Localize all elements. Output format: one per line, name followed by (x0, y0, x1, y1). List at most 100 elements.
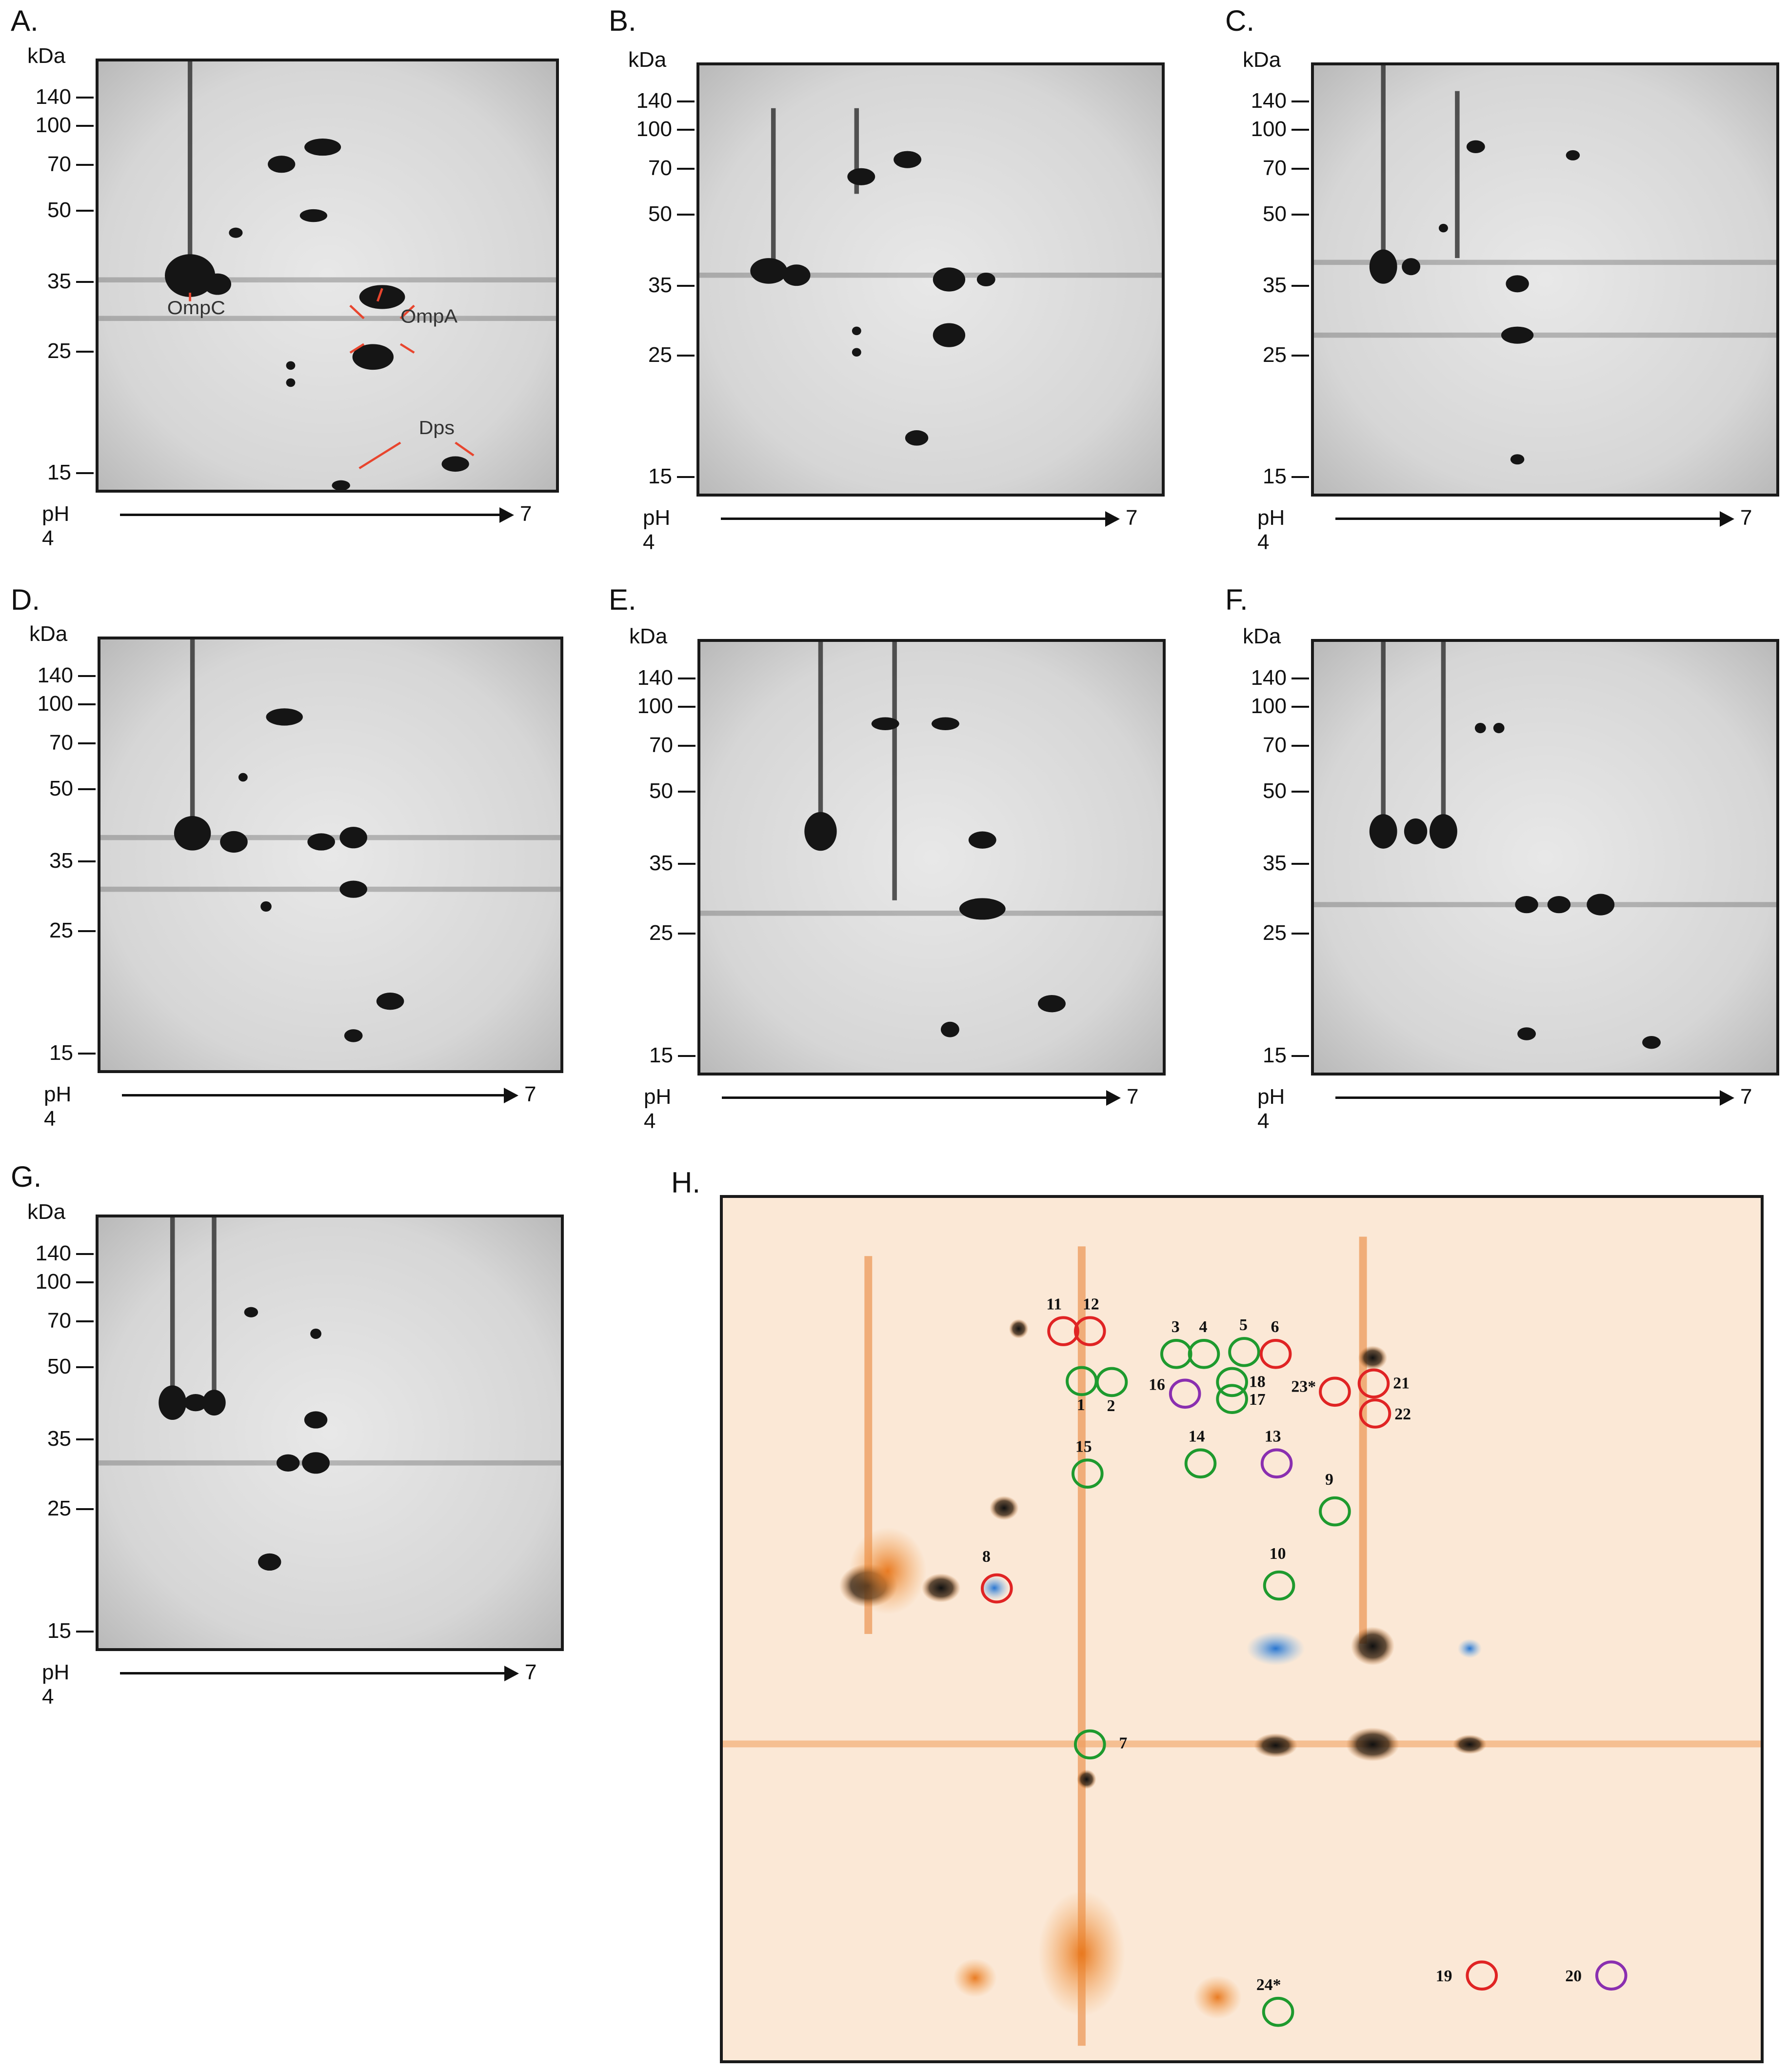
protein-spot (304, 139, 341, 156)
kda-tick-mark (1291, 791, 1309, 793)
kda-tick-label: 25 (1263, 342, 1287, 367)
protein-spot (286, 378, 296, 387)
arrow-head-icon (1106, 1090, 1121, 1106)
protein-spot (344, 1029, 363, 1042)
kda-tick-mark (76, 1630, 94, 1633)
protein-spot (1402, 258, 1421, 276)
ph-axis-end: 7 (525, 1660, 537, 1684)
overlay-blob (849, 1527, 927, 1615)
kda-tick-label: 100 (1251, 117, 1287, 141)
2d-gel-image (1311, 639, 1779, 1076)
protein-spot (203, 273, 232, 295)
horizontal-band (1314, 332, 1776, 338)
spot-number-label: 14 (1189, 1428, 1205, 1446)
protein-spot (1474, 723, 1486, 734)
protein-spot (1038, 995, 1066, 1013)
protein-spot (258, 1553, 281, 1571)
protein-spot (1547, 896, 1571, 914)
kda-tick-label: 70 (1263, 733, 1287, 757)
protein-spot (266, 708, 303, 726)
kda-tick-mark (1291, 1055, 1309, 1057)
kda-tick-mark (677, 168, 695, 170)
panel-label: A. (11, 4, 39, 37)
kda-tick-label: 140 (1251, 665, 1287, 690)
kda-tick-label: 100 (637, 694, 673, 718)
overlay-blob (1009, 1319, 1029, 1339)
kda-tick-label: 70 (47, 152, 71, 177)
kda-tick-mark (1291, 213, 1309, 216)
kda-tick-label: 100 (37, 691, 73, 716)
kda-tick-label: 15 (1263, 1043, 1287, 1067)
vertical-streak (212, 1217, 217, 1403)
spot-number-label: 3 (1172, 1318, 1180, 1336)
kda-tick-label: 140 (1251, 89, 1287, 113)
kda-tick-label: 15 (49, 1040, 73, 1065)
annotation-pointer-line (399, 304, 415, 319)
horizontal-band (100, 886, 560, 892)
protein-spot (244, 1307, 258, 1317)
kda-tick-mark (76, 209, 94, 212)
protein-spot (310, 1328, 321, 1339)
panel-label: D. (11, 583, 40, 616)
protein-spot (1404, 818, 1428, 845)
spot-number-label: 13 (1265, 1428, 1281, 1446)
kda-tick-label: 35 (1263, 273, 1287, 298)
spot-number-label: 1 (1077, 1396, 1085, 1414)
ph-axis-label: pH 4 (42, 1660, 70, 1709)
gel-spots-svg (100, 639, 560, 1042)
ph-axis-end: 7 (520, 502, 532, 526)
protein-spot (1566, 150, 1580, 160)
panel-label: C. (1225, 4, 1254, 37)
kda-tick-label: 15 (649, 1043, 673, 1067)
kda-tick-mark (76, 1508, 94, 1511)
ph-gradient-arrow (120, 1672, 505, 1674)
protein-spot (1515, 896, 1538, 914)
kda-tick-mark (76, 472, 94, 474)
kda-tick-label: 15 (47, 1618, 71, 1643)
kda-tick-mark (1291, 168, 1309, 170)
spot-number-label: 2 (1107, 1397, 1115, 1415)
kda-tick-label: 100 (636, 117, 672, 141)
kda-tick-mark (677, 128, 695, 131)
kda-axis-unit: kDa (27, 1200, 66, 1224)
kda-tick-mark (76, 350, 94, 353)
protein-spot (1510, 454, 1525, 465)
ph-axis-label: pH 4 (643, 506, 671, 554)
annotation-pointer-line (376, 288, 383, 302)
vertical-streak (1381, 642, 1386, 832)
2d-gel-image (697, 639, 1166, 1076)
arrow-head-icon (1105, 511, 1120, 527)
kda-tick-label: 140 (636, 89, 672, 113)
spot-number-label: 6 (1271, 1318, 1279, 1336)
annotation-pointer-line (399, 343, 415, 354)
horizontal-band (99, 316, 556, 321)
protein-annotation-label: OmpC (167, 298, 225, 319)
gel-spots-svg (1314, 65, 1776, 465)
protein-spot (976, 272, 995, 287)
protein-spot (220, 831, 248, 853)
protein-spot (750, 258, 788, 284)
kda-tick-label: 70 (649, 733, 673, 757)
protein-spot (1501, 326, 1534, 344)
spot-ring-22 (1359, 1398, 1391, 1429)
protein-spot (359, 285, 405, 309)
protein-spot (1438, 223, 1448, 233)
protein-spot (905, 430, 929, 446)
gel-spots-svg: OmpC OmpA Dps (99, 61, 556, 490)
kda-tick-mark (76, 124, 94, 127)
spot-ring-6 (1259, 1339, 1292, 1369)
spot-ring-18 (1216, 1367, 1248, 1397)
spot-number-label: 17 (1249, 1391, 1266, 1409)
horizontal-band (700, 910, 1163, 916)
kda-tick-mark (1291, 100, 1309, 103)
overlay-blob (1038, 1891, 1126, 2017)
panel-label: E. (609, 583, 636, 616)
kda-tick-mark (1291, 476, 1309, 478)
kda-axis-unit: kDa (629, 624, 668, 648)
vertical-streak (187, 61, 193, 276)
protein-spot (238, 773, 248, 782)
panel-h-label: H. (671, 1166, 700, 1199)
kda-tick-mark (678, 745, 695, 747)
protein-annotation-label: OmpA (400, 306, 457, 327)
